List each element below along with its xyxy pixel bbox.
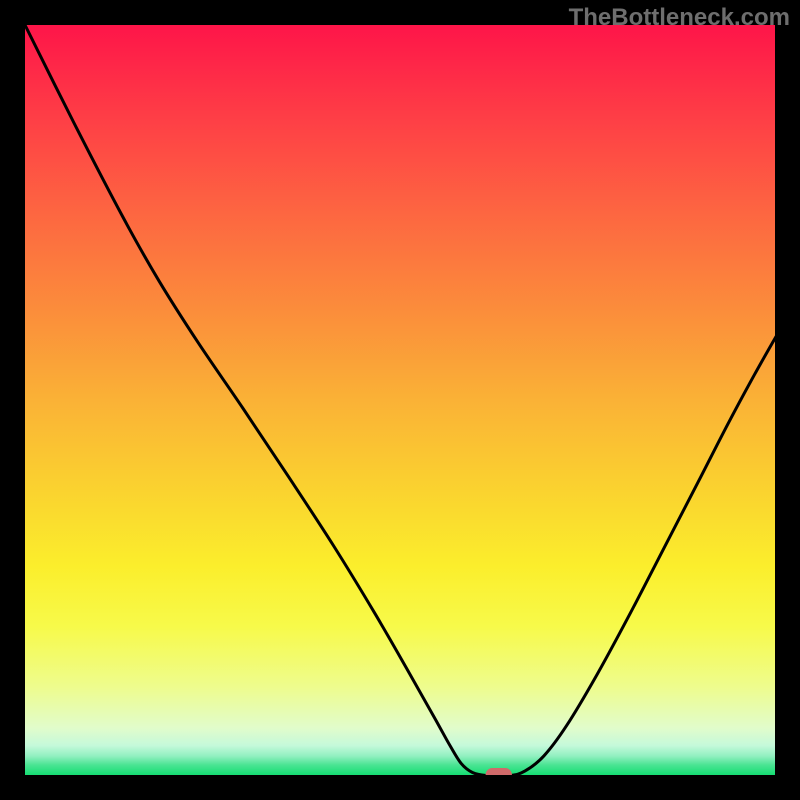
chart-background [25,25,777,777]
watermark-text: TheBottleneck.com [569,4,790,32]
chart-container: TheBottleneck.com [0,0,800,800]
bottleneck-chart [0,0,800,800]
